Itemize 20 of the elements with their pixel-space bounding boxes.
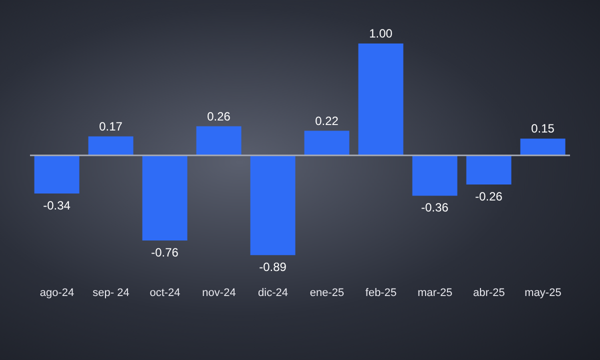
data-label: -0.89 <box>259 260 287 274</box>
data-label: -0.36 <box>421 200 449 215</box>
x-tick-label: dic-24 <box>258 286 288 299</box>
data-label: -0.76 <box>151 246 179 260</box>
data-label: 0.17 <box>99 119 123 134</box>
x-tick-label: abr-25 <box>473 286 505 299</box>
x-tick-label: ago-24 <box>40 286 74 299</box>
data-label: 0.26 <box>207 109 231 124</box>
x-tick-label: sep- 24 <box>92 286 130 299</box>
x-tick-label: may-25 <box>524 286 562 299</box>
data-label: 0.22 <box>315 114 339 128</box>
data-label: -0.34 <box>43 198 71 212</box>
x-tick-label: feb-25 <box>365 286 397 299</box>
x-tick-label: mar-25 <box>418 286 452 299</box>
data-label: 1.00 <box>369 26 393 40</box>
x-tick-label: ene-25 <box>310 286 344 299</box>
x-tick-label: nov-24 <box>202 286 236 299</box>
data-label: -0.26 <box>475 190 503 204</box>
x-tick-label: oct-24 <box>150 286 180 299</box>
data-label: 0.15 <box>531 122 555 136</box>
